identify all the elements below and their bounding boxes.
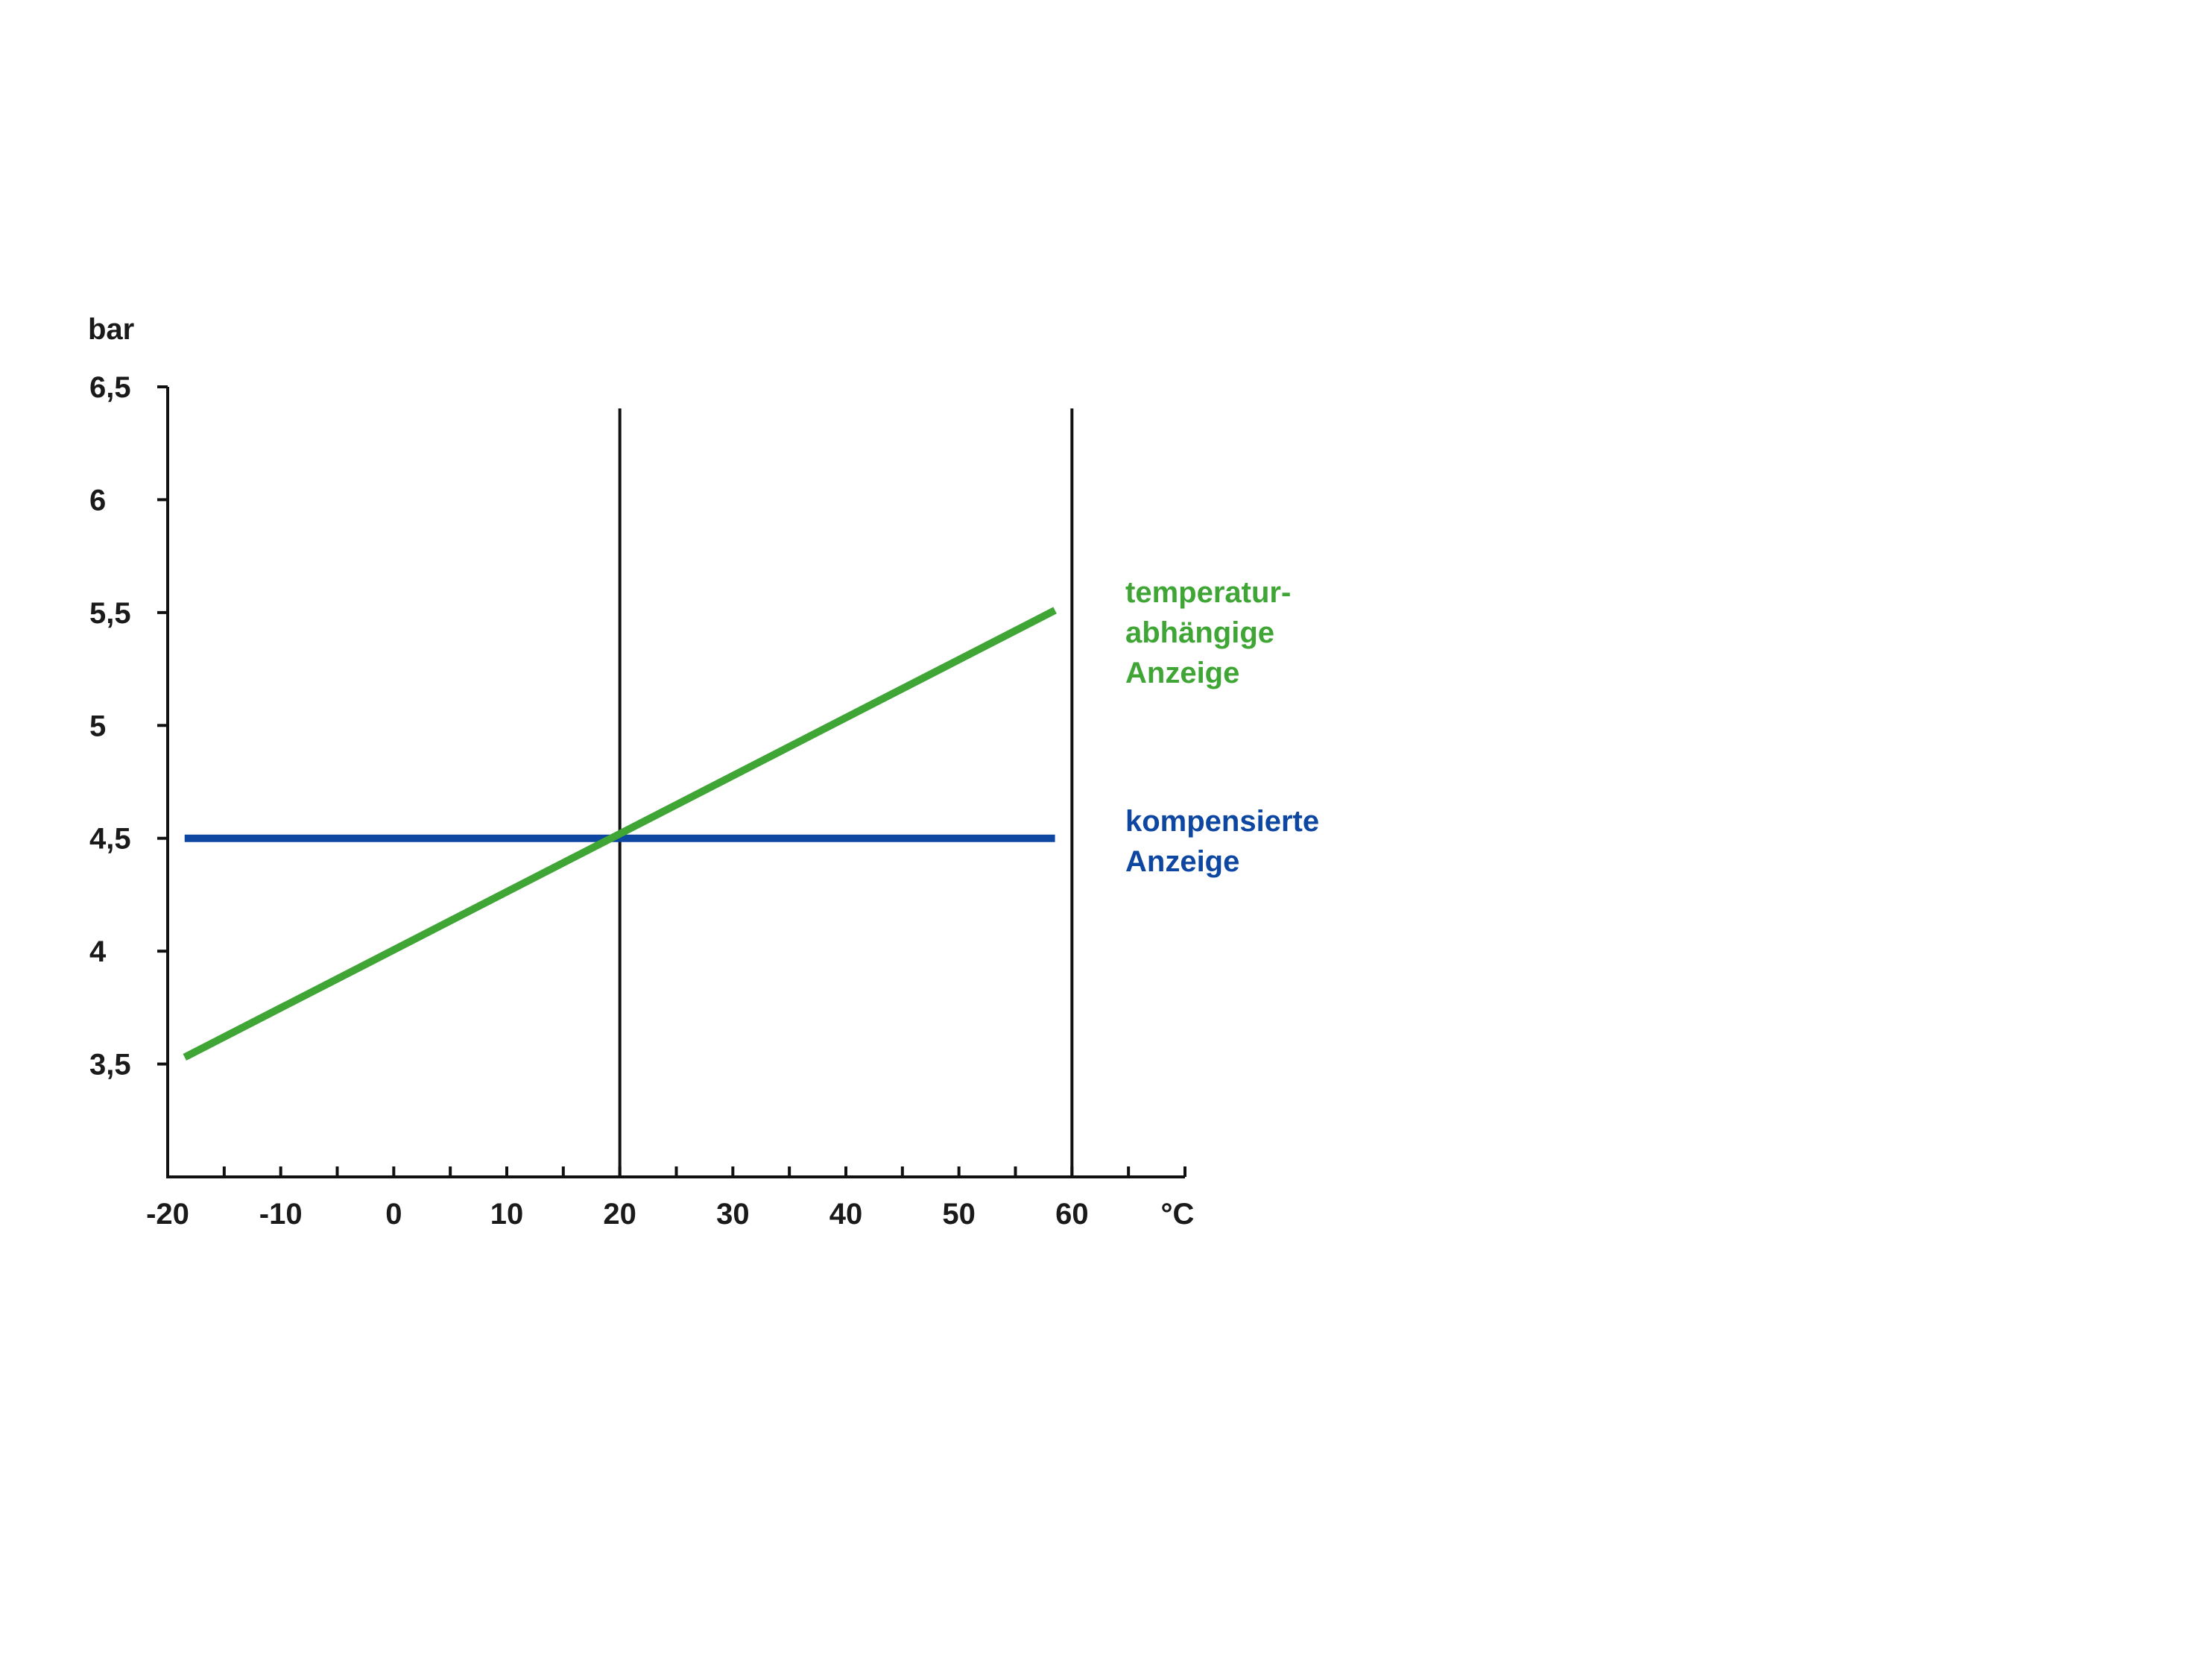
y-tick-label: 5 <box>89 710 106 742</box>
y-tick-label: 5,5 <box>89 597 131 630</box>
y-tick-label: 4,5 <box>89 823 131 856</box>
x-tick-label: 30 <box>716 1198 750 1231</box>
y-tick-label: 6 <box>89 484 106 517</box>
x-tick-label: 10 <box>490 1198 524 1231</box>
x-tick-label: 0 <box>385 1198 402 1231</box>
legend-label: Anzeige <box>1125 845 1239 878</box>
x-axis-unit: °C <box>1161 1198 1195 1231</box>
series-line-0 <box>183 607 1057 1061</box>
x-tick-label: 60 <box>1055 1198 1089 1231</box>
x-tick-label: 50 <box>942 1198 976 1231</box>
x-tick-label: -10 <box>259 1198 303 1231</box>
x-tick-label: 40 <box>829 1198 863 1231</box>
x-tick-label: 20 <box>603 1198 636 1231</box>
y-tick-label: 4 <box>89 935 107 968</box>
y-tick-label: 3,5 <box>89 1049 131 1081</box>
x-tick-label: -20 <box>146 1198 189 1231</box>
y-tick-label: 6,5 <box>89 371 131 404</box>
legend-label: abhängige <box>1125 616 1274 649</box>
legend-label: kompensierte <box>1125 805 1319 838</box>
legend-label: Anzeige <box>1125 657 1239 689</box>
legend-label: temperatur- <box>1125 576 1291 609</box>
y-axis-unit: bar <box>88 313 134 346</box>
